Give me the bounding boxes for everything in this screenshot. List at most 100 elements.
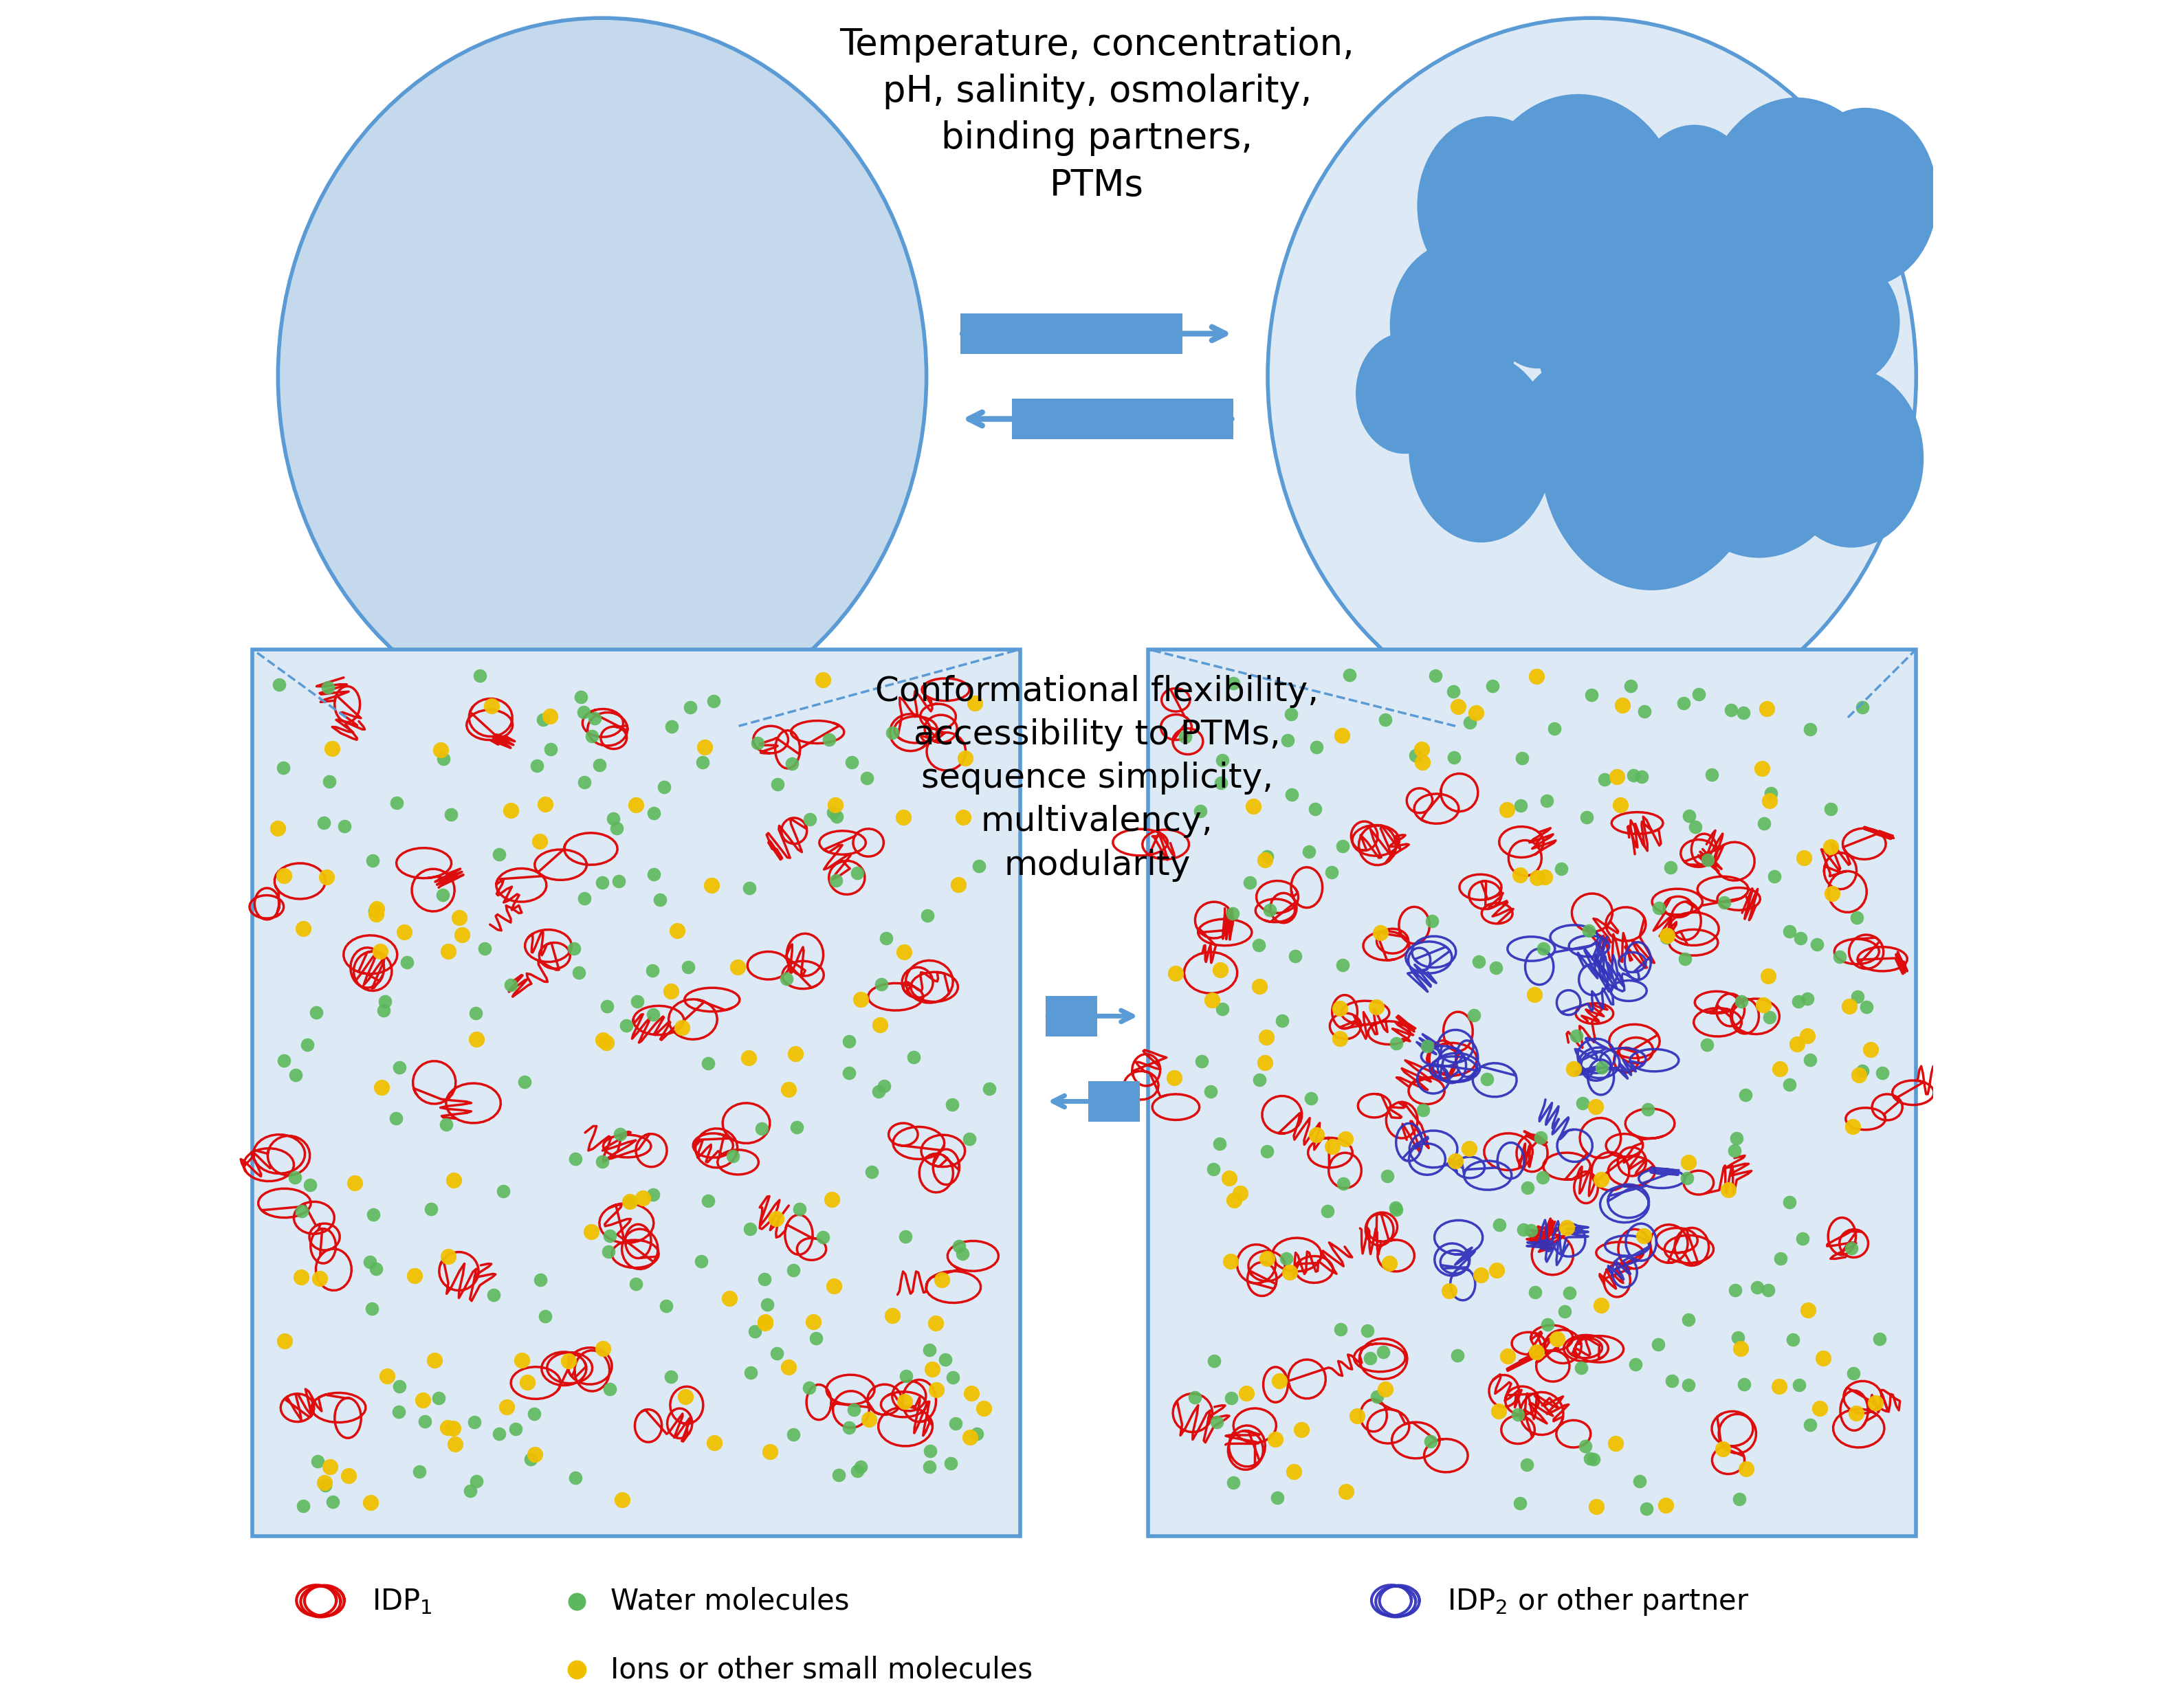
Point bbox=[1251, 1138, 1285, 1165]
Point bbox=[1315, 1132, 1350, 1160]
Point bbox=[1223, 1179, 1257, 1206]
Point bbox=[279, 1062, 313, 1090]
Point bbox=[942, 871, 976, 898]
Point bbox=[1529, 1312, 1564, 1339]
Point bbox=[514, 1445, 549, 1472]
Point bbox=[745, 1115, 780, 1143]
Point bbox=[1471, 1066, 1506, 1093]
Point bbox=[665, 1015, 700, 1042]
Point bbox=[942, 1231, 976, 1259]
Point bbox=[1655, 1368, 1689, 1395]
Point bbox=[635, 1180, 670, 1208]
Polygon shape bbox=[1011, 398, 1233, 439]
Point bbox=[1791, 986, 1825, 1013]
Point bbox=[1229, 1380, 1264, 1407]
Point bbox=[732, 1360, 767, 1387]
Point bbox=[875, 1301, 909, 1329]
Ellipse shape bbox=[1702, 97, 1890, 330]
Point bbox=[475, 1281, 510, 1308]
Point bbox=[467, 934, 501, 962]
Point bbox=[620, 1271, 654, 1298]
Point bbox=[1184, 1047, 1218, 1074]
Point bbox=[1583, 1167, 1618, 1194]
Point bbox=[836, 1397, 870, 1424]
Point bbox=[747, 1308, 782, 1336]
Point bbox=[1754, 779, 1788, 806]
Point bbox=[527, 1303, 562, 1331]
Point bbox=[590, 992, 624, 1020]
Point bbox=[750, 1291, 784, 1319]
Point bbox=[1503, 793, 1538, 820]
Point bbox=[687, 734, 721, 762]
Point bbox=[378, 1105, 413, 1132]
Point bbox=[326, 813, 361, 840]
Point bbox=[1745, 755, 1780, 782]
Point bbox=[518, 1440, 553, 1467]
Point bbox=[1704, 1435, 1739, 1462]
Point bbox=[1560, 1021, 1594, 1049]
Point bbox=[1277, 943, 1311, 970]
Point bbox=[1547, 1298, 1581, 1325]
Point bbox=[356, 897, 391, 924]
Point bbox=[1350, 1317, 1385, 1344]
Point bbox=[354, 1295, 389, 1322]
Point bbox=[294, 1172, 328, 1199]
Point bbox=[1722, 1486, 1756, 1513]
Point bbox=[819, 791, 853, 818]
Point bbox=[912, 1336, 946, 1363]
Point bbox=[1840, 984, 1875, 1011]
Point bbox=[1233, 869, 1268, 897]
Ellipse shape bbox=[1268, 19, 1916, 734]
Point bbox=[505, 1346, 540, 1373]
Ellipse shape bbox=[1417, 116, 1562, 294]
Point bbox=[916, 1356, 950, 1383]
Point bbox=[1672, 1148, 1706, 1175]
Text: Water molecules: Water molecules bbox=[611, 1587, 849, 1616]
Point bbox=[1454, 709, 1488, 736]
Point bbox=[715, 1143, 750, 1170]
Point bbox=[283, 1264, 318, 1291]
Point bbox=[585, 869, 620, 897]
Point bbox=[1525, 1163, 1560, 1190]
Point bbox=[492, 796, 527, 823]
Point bbox=[875, 719, 909, 746]
Point bbox=[510, 1368, 544, 1395]
Point bbox=[1691, 845, 1726, 873]
Point bbox=[957, 690, 991, 717]
Point bbox=[691, 1187, 726, 1214]
Point bbox=[1603, 791, 1637, 818]
Point bbox=[914, 1438, 948, 1465]
Point bbox=[458, 1409, 492, 1436]
Point bbox=[1642, 1331, 1676, 1358]
Point bbox=[359, 1255, 393, 1283]
Point bbox=[953, 1126, 987, 1153]
Point bbox=[672, 693, 706, 721]
Point bbox=[307, 810, 341, 837]
Point bbox=[1490, 1342, 1525, 1370]
Point bbox=[1711, 1175, 1745, 1202]
Point bbox=[842, 986, 877, 1013]
Point bbox=[1169, 722, 1203, 750]
Point bbox=[1752, 1004, 1786, 1032]
Point bbox=[1333, 661, 1367, 688]
Point bbox=[1158, 960, 1192, 987]
Point bbox=[1270, 1245, 1305, 1272]
Point bbox=[758, 1204, 793, 1231]
Ellipse shape bbox=[1780, 369, 1922, 547]
Point bbox=[1192, 1078, 1227, 1105]
Point bbox=[1527, 934, 1562, 962]
Point bbox=[1706, 888, 1741, 915]
Point bbox=[1626, 699, 1661, 726]
Point bbox=[1480, 1257, 1514, 1284]
Point bbox=[527, 791, 562, 818]
Point bbox=[1326, 1170, 1361, 1197]
Point bbox=[1184, 798, 1218, 825]
Point bbox=[1758, 863, 1793, 890]
Point bbox=[1791, 1296, 1825, 1324]
Point bbox=[888, 1223, 922, 1250]
Point bbox=[1298, 734, 1333, 762]
Point bbox=[300, 1447, 335, 1474]
Point bbox=[426, 745, 460, 772]
Point bbox=[1248, 1023, 1283, 1050]
Point bbox=[315, 734, 350, 762]
